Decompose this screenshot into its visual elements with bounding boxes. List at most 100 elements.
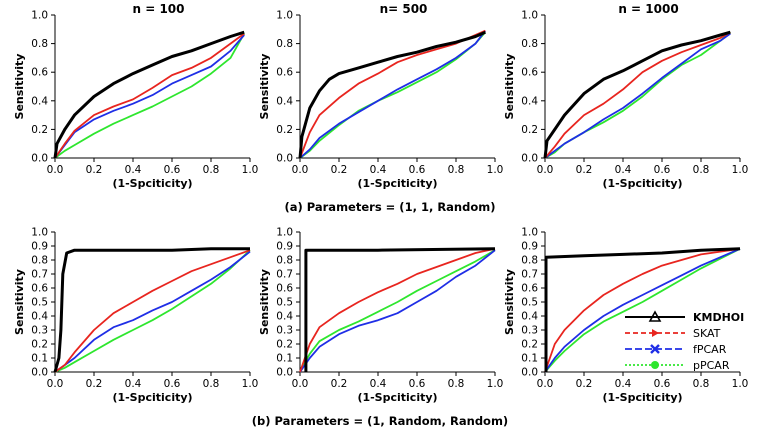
y-tick-label: 0.4	[31, 95, 48, 107]
y-tick-label: 0.6	[31, 283, 48, 295]
roc-panel-b2: 0.0 0.1 0.2 0.3 0.4 0.5 0.6 0.7 0.8 0.9 1.0 0.0 0.2 0…	[258, 227, 503, 405]
x-tick-label: 0.0	[292, 378, 309, 390]
series-line-kmdhoi	[53, 247, 250, 373]
series-line-kmdhoi	[53, 30, 245, 159]
x-tick-label: 0.2	[331, 378, 348, 390]
y-tick-label: 0.9	[276, 241, 293, 253]
series-line-fpcar	[54, 250, 251, 373]
x-tick-label: 1.0	[242, 164, 259, 176]
series-line-skat	[544, 247, 741, 373]
x-tick-label: 0.4	[615, 378, 632, 390]
y-tick-label: 0.8	[276, 38, 293, 50]
legend-marker-dot	[651, 361, 659, 369]
y-tick-label: 0.2	[276, 124, 293, 136]
series-line-fpcar	[544, 247, 741, 373]
y-tick-label: 0.4	[276, 95, 293, 107]
x-axis-label: (1-Spciticity)	[357, 391, 437, 404]
caption-row-a: (a) Parameters = (1, 1, Random)	[284, 200, 496, 214]
series-line-ppcar	[299, 31, 486, 159]
legend-marker-arrow	[652, 329, 659, 337]
x-tick-label: 0.6	[164, 378, 181, 390]
x-axis-label: (1-Spciticity)	[357, 177, 437, 190]
x-tick-label: 0.6	[654, 378, 671, 390]
y-tick-label: 0.2	[31, 124, 48, 136]
y-tick-label: 0.0	[31, 367, 48, 379]
roc-panel-b3: 0.0 0.1 0.2 0.3 0.4 0.5 0.6 0.7 0.8 0.9 1.0 0.0 0.2 0…	[503, 227, 748, 405]
x-tick-label: 0.4	[125, 378, 142, 390]
x-tick-label: 0.2	[86, 378, 103, 390]
y-tick-label: 0.0	[276, 153, 293, 165]
y-tick-label: 0.4	[521, 311, 538, 323]
y-axis-label: Sensitivity	[258, 269, 271, 335]
y-tick-label: 0.0	[521, 367, 538, 379]
y-tick-label: 1.0	[521, 227, 538, 239]
series-line-skat	[54, 32, 245, 159]
y-tick-label: 0.6	[31, 67, 48, 79]
y-axis-label: Sensitivity	[503, 54, 516, 120]
x-tick-label: 0.0	[47, 164, 64, 176]
x-tick-label: 0.0	[47, 378, 64, 390]
x-tick-label: 0.0	[537, 164, 554, 176]
y-axis-label: Sensitivity	[258, 54, 271, 120]
y-tick-label: 0.5	[521, 297, 538, 309]
y-tick-label: 0.2	[521, 339, 538, 351]
x-tick-label: 1.0	[732, 378, 749, 390]
y-tick-label: 0.3	[521, 325, 538, 337]
y-tick-label: 0.8	[31, 255, 48, 267]
y-tick-label: 1.0	[31, 10, 48, 22]
y-tick-label: 0.0	[31, 153, 48, 165]
series-line-skat	[299, 247, 496, 373]
y-tick-label: 0.6	[276, 283, 293, 295]
y-tick-label: 0.9	[31, 241, 48, 253]
legend-label-fpcar: fPCAR	[693, 343, 727, 356]
y-tick-label: 0.1	[276, 353, 293, 365]
x-tick-label: 1.0	[732, 164, 749, 176]
x-axis-label: (1-Spciticity)	[112, 177, 192, 190]
y-tick-label: 0.2	[276, 339, 293, 351]
x-axis-label: (1-Spciticity)	[602, 177, 682, 190]
x-tick-label: 1.0	[487, 378, 504, 390]
series-line-kmdhoi	[543, 30, 731, 159]
y-tick-label: 0.8	[521, 255, 538, 267]
y-tick-label: 1.0	[276, 227, 293, 239]
y-tick-label: 0.8	[521, 38, 538, 50]
y-tick-label: 0.8	[31, 38, 48, 50]
x-tick-label: 0.4	[370, 164, 387, 176]
y-tick-label: 0.1	[521, 353, 538, 365]
series-line-kmdhoi	[544, 247, 741, 372]
x-tick-label: 0.4	[125, 164, 142, 176]
y-tick-label: 1.0	[276, 10, 293, 22]
legend: KMDHOI SKAT fPCAR pPCAR	[625, 310, 744, 372]
legend-marker-cross	[650, 344, 660, 354]
y-tick-label: 1.0	[521, 10, 538, 22]
x-tick-label: 0.6	[409, 164, 426, 176]
series-line-kmdhoi	[304, 247, 496, 372]
y-tick-label: 0.7	[276, 269, 293, 281]
x-tick-label: 0.8	[693, 378, 710, 390]
legend-marker-triangle	[648, 310, 662, 322]
x-tick-label: 0.6	[654, 164, 671, 176]
series-line-ppcar	[54, 249, 251, 373]
y-tick-label: 0.8	[276, 255, 293, 267]
y-tick-label: 0.0	[276, 367, 293, 379]
y-tick-label: 0.2	[521, 124, 538, 136]
series-line-kmdhoi	[298, 30, 486, 159]
panel-title: n = 1000	[618, 2, 678, 16]
x-tick-label: 1.0	[487, 164, 504, 176]
x-axis-label: (1-Spciticity)	[602, 391, 682, 404]
x-tick-label: 0.4	[615, 164, 632, 176]
y-tick-label: 0.0	[521, 153, 538, 165]
roc-panel-b1: 0.0 0.1 0.2 0.3 0.4 0.5 0.6 0.7 0.8 0.9 1.0 0.0 0.2 0…	[13, 227, 258, 405]
series-line-ppcar	[299, 249, 496, 373]
y-tick-label: 0.5	[31, 297, 48, 309]
y-tick-label: 0.7	[31, 269, 48, 281]
series-line-skat	[544, 31, 731, 159]
series-line-fpcar	[299, 30, 487, 159]
roc-panel-a3: 0.0 0.2 0.4 0.6 0.8 1.0 0.0 0.2 0.4 0.6 0.8 1.0 (1-S…	[503, 2, 748, 190]
y-tick-label: 0.9	[521, 241, 538, 253]
y-axis-label: Sensitivity	[13, 54, 26, 120]
y-tick-label: 0.4	[31, 311, 48, 323]
x-tick-label: 0.2	[331, 164, 348, 176]
x-axis-label: (1-Spciticity)	[112, 391, 192, 404]
